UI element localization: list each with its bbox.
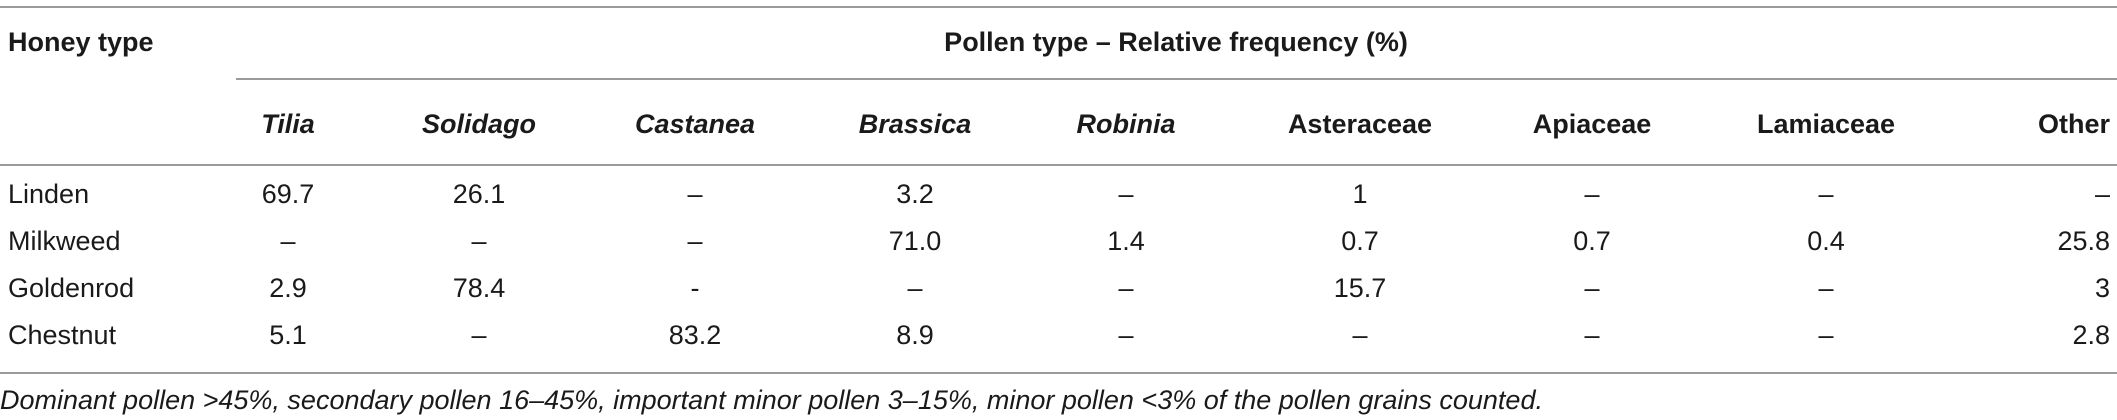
table-cell: 15.7 [1333,273,1387,303]
table-cell: – [280,226,296,256]
group-header-pollen-type: Pollen type – Relative frequency (%) [944,27,1408,57]
table-cell: – [687,179,703,209]
table-cell: 26.1 [452,179,506,209]
table-cell: 78.4 [452,273,506,303]
row-label-linden: Linden [8,179,90,209]
group-header-rule [236,78,2117,80]
table-cell: – [1118,179,1134,209]
column-header-other: Other [2037,109,2110,139]
table-cell: 2.9 [269,273,307,303]
table-cell: – [1584,273,1600,303]
column-header-asteraceae: Asteraceae [1287,109,1433,139]
table-top-rule [0,6,2117,8]
row-label-goldenrod: Goldenrod [8,273,135,303]
column-header-solidago: Solidago [422,109,536,139]
column-header-brassica: Brassica [858,109,972,139]
table-cell: – [1584,179,1600,209]
column-header-robinia: Robinia [1076,109,1176,139]
table-cell: – [471,226,487,256]
table-cell: – [1352,320,1368,350]
table-cell: – [1818,179,1834,209]
table-cell: – [687,226,703,256]
table-cell: 71.0 [888,226,942,256]
table-cell: 83.2 [668,320,722,350]
table-cell: 3.2 [896,179,934,209]
table-cell: 0.4 [1807,226,1845,256]
row-header-honey-type: Honey type [8,27,154,57]
table-cell: – [1118,320,1134,350]
table-cell: 0.7 [1341,226,1379,256]
row-label-chestnut: Chestnut [8,320,117,350]
row-label-milkweed: Milkweed [8,226,121,256]
table-cell: 8.9 [896,320,934,350]
table-cell: 1 [1352,179,1368,209]
table-cell: 3 [2094,273,2110,303]
table-cell: – [2094,179,2110,209]
table-cell: – [1118,273,1134,303]
column-header-lamiaceae: Lamiaceae [1756,109,1896,139]
table-cell: 25.8 [2057,226,2110,256]
column-header-apiaceae: Apiaceae [1532,109,1652,139]
table-footnote: Dominant pollen >45%, secondary pollen 1… [0,385,1543,415]
table-cell: – [471,320,487,350]
table-cell: 5.1 [269,320,307,350]
table-cell: – [1818,320,1834,350]
column-header-castanea: Castanea [634,109,756,139]
table-cell: 1.4 [1107,226,1145,256]
table-cell: – [1818,273,1834,303]
table-cell: – [907,273,923,303]
table-cell: 0.7 [1573,226,1611,256]
table-cell: 2.8 [2072,320,2110,350]
table-cell: - [690,273,700,303]
column-header-rule [0,164,2117,166]
column-header-tilia: Tilia [261,109,315,139]
table-bottom-rule [0,372,2117,374]
table-cell: – [1584,320,1600,350]
table-cell: 69.7 [261,179,315,209]
